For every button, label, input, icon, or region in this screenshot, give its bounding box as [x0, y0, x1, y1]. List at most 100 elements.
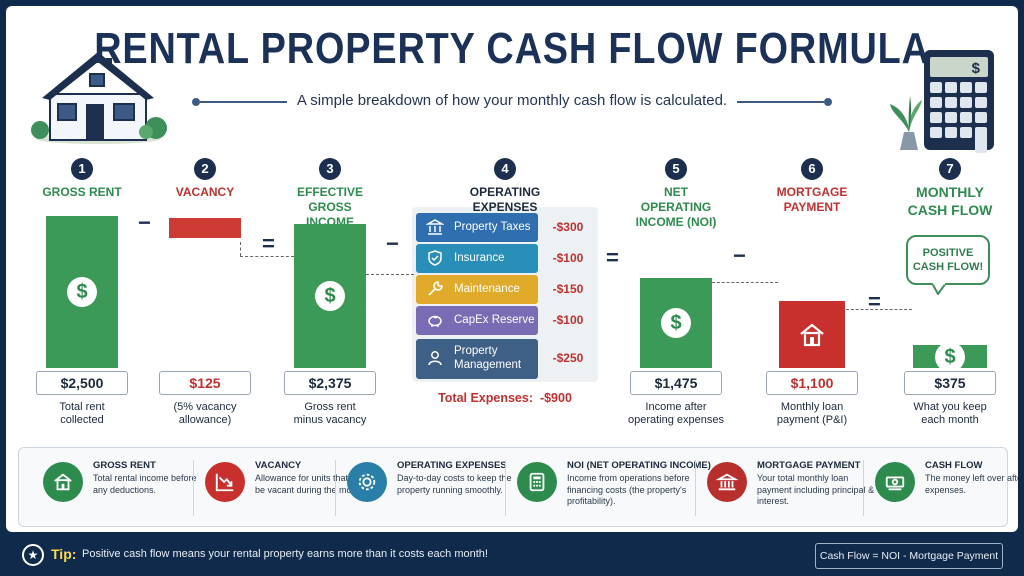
legend-separator	[863, 460, 864, 516]
equals-operator-1: =	[262, 231, 275, 256]
legend-title: MORTGAGE PAYMENT	[757, 460, 861, 471]
tip-label: Tip:	[51, 546, 77, 562]
calculator-icon	[517, 462, 557, 502]
subtitle-line-right	[714, 101, 824, 103]
person-icon	[426, 349, 444, 367]
expense-insurance: Insurance	[416, 244, 538, 273]
expense-property-management: Property Management	[416, 339, 538, 379]
expense-label: CapEx Reserve	[454, 314, 535, 326]
expense-label: Property Management	[454, 345, 522, 371]
step-number-gross-rent: 1	[71, 158, 93, 180]
legend-title: NOI (NET OPERATING INCOME)	[567, 460, 711, 471]
chart-down-icon	[205, 462, 245, 502]
step-number-mortgage-payment: 6	[801, 158, 823, 180]
description-vacancy: (5% vacancy allowance)	[173, 401, 237, 426]
legend-item-gross-rent: GROSS RENT Total rental income before any…	[43, 458, 197, 522]
page-subtitle: A simple breakdown of how your monthly c…	[286, 92, 738, 109]
wrench-icon	[426, 280, 444, 298]
legend-title: VACANCY	[255, 460, 302, 471]
connector-vacancy-h	[240, 256, 294, 257]
house-icon	[43, 462, 83, 502]
step-number-effective-gross-income: 3	[319, 158, 341, 180]
connector-mortgage	[846, 309, 912, 310]
step-number-net-operating-income-noi: 5	[665, 158, 687, 180]
legend-item-noi-net-operating-income: NOI (NET OPERATING INCOME) Income from op…	[517, 458, 711, 522]
bar-vacancy	[169, 218, 241, 238]
positive-cash-flow-bubble: POSITIVE CASH FLOW!	[906, 235, 990, 285]
star-icon: ★	[22, 544, 44, 566]
legend-text: Allowance for units that may be vacant d…	[255, 473, 368, 495]
step-number-monthly-cash-flow: 7	[939, 158, 961, 180]
value-mortgage-payment: $1,100	[766, 371, 858, 395]
expense-label: Insurance	[454, 252, 505, 264]
money-icon	[875, 462, 915, 502]
minus-operator-3: −	[733, 243, 746, 268]
expense-maintenance: Maintenance	[416, 275, 538, 304]
value-net-operating-income-noi: $1,475	[630, 371, 722, 395]
legend-text: The money left over after all expenses.	[925, 473, 1018, 495]
equals-operator-3: =	[868, 289, 881, 314]
step-label-gross-rent: GROSS RENT	[42, 185, 122, 199]
legend-text: Income from operations before financing …	[567, 473, 690, 506]
house-illustration	[31, 52, 167, 144]
value-effective-gross-income: $2,375	[284, 371, 376, 395]
expense-label: Property Taxes	[454, 221, 531, 233]
legend-title: GROSS RENT	[93, 460, 156, 471]
step-number-operating-expenses: 4	[494, 158, 516, 180]
connector-egi	[366, 274, 414, 275]
minus-operator-1: −	[138, 210, 151, 235]
bubble-tail	[932, 283, 948, 295]
bank-icon	[707, 462, 747, 502]
dollar-icon: $	[661, 308, 691, 338]
expense-property-taxes: Property Taxes	[416, 213, 538, 242]
step-label-monthly-cash-flow: MONTHLY CASH FLOW	[907, 184, 993, 218]
legend-item-mortgage-payment: MORTGAGE PAYMENT Your total monthly loan …	[707, 458, 874, 522]
connector-noi	[712, 282, 778, 283]
gear-icon	[347, 462, 387, 502]
infographic-card: RENTAL PROPERTY CASH FLOW FORMULA A simp…	[6, 6, 1018, 532]
formula-box: Cash Flow = NOI - Mortgage Payment	[815, 543, 1003, 569]
legend-text: Total rental income before any deduction…	[93, 473, 197, 495]
page-title: RENTAL PROPERTY CASH FLOW FORMULA	[94, 24, 930, 73]
piggy-bank-icon	[426, 311, 444, 329]
connector-vacancy	[240, 242, 241, 256]
legend-title: CASH FLOW	[925, 460, 983, 471]
expense-label: Maintenance	[454, 283, 520, 295]
subtitle-line-left	[200, 101, 310, 103]
dollar-icon: $	[935, 341, 965, 372]
step-label-net-operating-income-noi: NET OPERATING INCOME (NOI)	[635, 185, 717, 229]
legend-separator	[193, 460, 194, 516]
calculator-display: $	[972, 60, 981, 77]
expense-amount-property-management: -$250	[552, 351, 584, 365]
shield-icon	[426, 249, 444, 267]
calculator-illustration: $	[890, 50, 994, 153]
expense-capex-reserve: CapEx Reserve	[416, 306, 538, 335]
legend-separator	[335, 460, 336, 516]
house-outline-icon	[800, 323, 824, 346]
minus-operator-2: −	[386, 231, 399, 256]
step-label-vacancy: VACANCY	[175, 185, 235, 199]
legend-text: Your total monthly loan payment includin…	[757, 473, 875, 506]
tip-text: Positive cash flow means your rental pro…	[82, 548, 488, 560]
legend-item-cash-flow: CASH FLOW The money left over after all e…	[875, 458, 1018, 522]
equals-operator-2: =	[606, 245, 619, 270]
description-monthly-cash-flow: What you keep each month	[913, 401, 987, 426]
subtitle-dot-right	[824, 98, 832, 106]
legend-item-operating-expenses: OPERATING EXPENSES Day-to-day costs to ke…	[347, 458, 512, 522]
value-monthly-cash-flow: $375	[904, 371, 996, 395]
legend-text: Day-to-day costs to keep the property ru…	[397, 473, 512, 495]
expense-amount-property-taxes: -$300	[552, 220, 584, 234]
tip-bar: ★ Tip: Positive cash flow means your ren…	[0, 538, 1024, 576]
legend-item-vacancy: VACANCY Allowance for units that may be v…	[205, 458, 368, 522]
bar-mortgage-payment	[779, 301, 845, 368]
expense-amount-maintenance: -$150	[552, 282, 584, 296]
expense-amount-capex-reserve: -$100	[552, 313, 584, 327]
description-mortgage-payment: Monthly loan payment (P&I)	[776, 401, 848, 426]
subtitle-row: A simple breakdown of how your monthly c…	[192, 92, 832, 112]
dollar-icon: $	[67, 277, 97, 307]
legend-title: OPERATING EXPENSES	[397, 460, 507, 471]
legend-separator	[695, 460, 696, 516]
total-expenses: Total Expenses: -$900	[438, 391, 572, 405]
description-gross-rent: Total rent collected	[59, 401, 105, 426]
bank-icon	[425, 218, 445, 236]
